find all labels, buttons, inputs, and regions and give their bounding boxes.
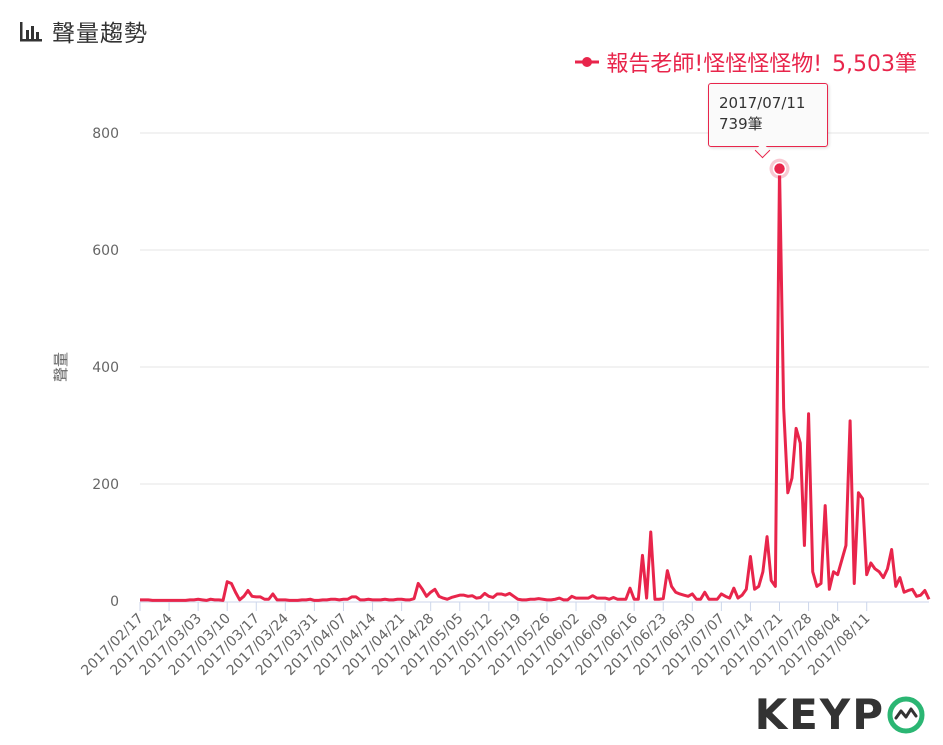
legend-marker-icon: [575, 57, 600, 67]
keypo-o-icon: [887, 696, 925, 733]
y-axis-label: 聲量: [52, 352, 70, 382]
y-tick-label: 200: [92, 477, 119, 493]
tooltip-date: 2017/07/11: [719, 94, 806, 112]
chart-header: 聲量趨勢: [18, 14, 148, 48]
grid-lines: [140, 132, 929, 485]
tooltip: 2017/07/11 739筆: [708, 83, 828, 147]
y-axis-ticks: 0 200 400 600 800: [92, 126, 119, 610]
brand-text: KEYP: [754, 690, 885, 739]
tooltip-value: 739筆: [719, 115, 763, 133]
y-tick-label: 400: [92, 360, 119, 376]
bar-chart-icon: [20, 22, 42, 42]
series-line[interactable]: [140, 167, 931, 602]
y-tick-label: 0: [110, 594, 119, 610]
peak-point[interactable]: [772, 161, 787, 176]
legend-series-count: 5,503筆: [832, 52, 917, 77]
y-tick-label: 600: [92, 243, 119, 259]
legend-series-name: 報告老師!怪怪怪怪物!: [606, 52, 823, 77]
legend[interactable]: 報告老師!怪怪怪怪物! 5,503筆: [574, 46, 917, 78]
y-tick-label: 800: [92, 126, 119, 142]
x-axis-ticks: 2017/02/172017/02/242017/03/032017/03/10…: [78, 602, 874, 679]
brand-logo: KEYP: [755, 690, 925, 739]
chart-title: 聲量趨勢: [52, 21, 148, 47]
